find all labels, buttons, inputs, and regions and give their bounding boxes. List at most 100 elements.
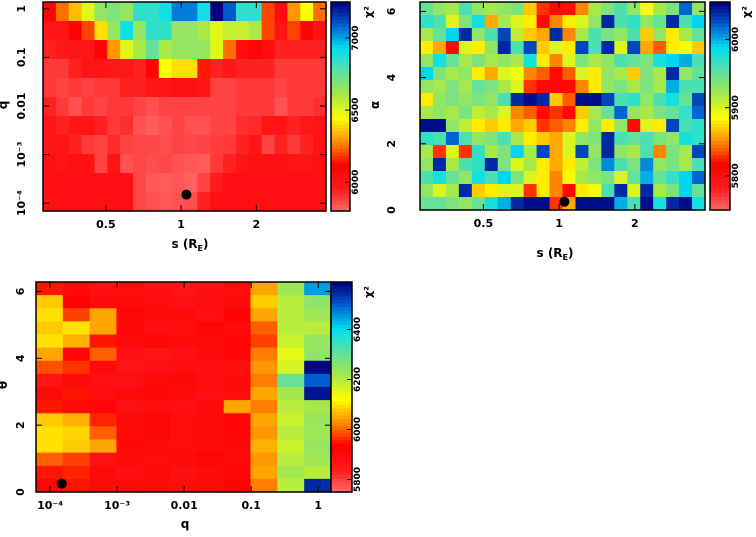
heatmap-cell bbox=[277, 439, 305, 454]
heatmap-cell bbox=[432, 80, 447, 94]
heatmap-cell bbox=[223, 387, 252, 401]
colorbar-segment bbox=[331, 22, 350, 27]
heatmap-cell bbox=[250, 465, 278, 480]
heatmap-cell bbox=[523, 54, 538, 68]
heatmap-cell bbox=[562, 41, 577, 55]
heatmap-cell bbox=[549, 93, 564, 107]
heatmap-cell bbox=[575, 93, 590, 107]
x-axis-label: s (RE) bbox=[172, 237, 209, 253]
heatmap-cell bbox=[248, 116, 263, 136]
heatmap-cell bbox=[171, 154, 186, 174]
heatmap-cell bbox=[223, 97, 237, 117]
heatmap-cell bbox=[313, 21, 327, 41]
heatmap-cell bbox=[549, 41, 564, 55]
heatmap-cell bbox=[210, 116, 224, 136]
heatmap-cell bbox=[510, 80, 525, 94]
heatmap-cell bbox=[145, 154, 160, 174]
heatmap-cell bbox=[679, 93, 693, 107]
heatmap-cell bbox=[210, 135, 224, 155]
heatmap-cell bbox=[143, 373, 171, 388]
colorbar-segment bbox=[710, 137, 730, 142]
heatmap-cell bbox=[248, 78, 263, 98]
heatmap-cell bbox=[171, 192, 186, 212]
heatmap-cell bbox=[445, 119, 460, 133]
colorbar-segment bbox=[710, 85, 730, 90]
colorbar-segment bbox=[710, 95, 730, 100]
colorbar-label: χ² bbox=[362, 286, 375, 298]
heatmap-cell bbox=[666, 15, 680, 29]
heatmap-cell bbox=[210, 21, 224, 41]
heatmap-cell bbox=[653, 145, 667, 159]
heatmap-cell bbox=[170, 295, 198, 309]
heatmap-cell bbox=[627, 132, 641, 146]
colorbar-segment bbox=[331, 89, 350, 94]
heatmap-cell bbox=[158, 40, 173, 60]
heatmap-cell bbox=[184, 78, 198, 98]
heatmap-cell bbox=[549, 184, 564, 198]
colorbar-segment bbox=[710, 182, 730, 187]
heatmap-cell bbox=[666, 158, 680, 172]
heatmap-cell bbox=[420, 15, 434, 29]
colorbar-segment bbox=[710, 199, 730, 204]
heatmap-cell bbox=[120, 97, 134, 117]
heatmap-cell bbox=[210, 2, 224, 22]
heatmap-cell bbox=[145, 59, 160, 79]
heatmap-cell bbox=[248, 135, 263, 155]
heatmap-cell bbox=[81, 2, 96, 22]
colorbar-segment bbox=[710, 178, 730, 183]
heatmap-cell bbox=[471, 132, 486, 146]
heatmap-cell bbox=[116, 413, 144, 427]
heatmap-cell bbox=[614, 197, 628, 211]
heatmap-cell bbox=[274, 2, 289, 22]
heatmap-cell bbox=[640, 171, 654, 185]
heatmap-cell bbox=[536, 28, 551, 42]
heatmap-cell bbox=[223, 400, 252, 414]
heatmap-cell bbox=[432, 119, 447, 133]
heatmap-cell bbox=[692, 145, 706, 159]
heatmap-cell bbox=[223, 116, 237, 136]
colorbar-segment bbox=[710, 192, 730, 197]
heatmap-cell bbox=[562, 106, 577, 120]
colorbar-segment bbox=[331, 355, 352, 360]
colorbar-segment bbox=[710, 5, 730, 10]
heatmap-cell bbox=[614, 119, 628, 133]
heatmap-cell bbox=[89, 413, 118, 427]
heatmap-cell bbox=[562, 28, 577, 42]
heatmap-cell bbox=[432, 158, 447, 172]
heatmap-cell bbox=[692, 67, 706, 81]
heatmap-cell bbox=[62, 360, 91, 375]
heatmap-cell bbox=[640, 119, 654, 133]
colorbar-segment bbox=[331, 285, 352, 290]
heatmap-cell bbox=[458, 197, 473, 211]
heatmap-cell bbox=[250, 282, 278, 296]
heatmap-cell bbox=[133, 78, 147, 98]
heatmap-cell bbox=[432, 28, 447, 42]
heatmap-cell bbox=[679, 132, 693, 146]
heatmap-cell bbox=[287, 154, 301, 174]
x-axis-label-close: ) bbox=[203, 237, 208, 251]
heatmap-cell bbox=[250, 439, 278, 454]
heatmap-cell bbox=[223, 413, 252, 427]
colorbar-segment bbox=[331, 478, 352, 483]
heatmap-cell bbox=[170, 478, 198, 493]
heatmap-cell bbox=[261, 40, 276, 60]
colorbar-segment bbox=[331, 78, 350, 83]
heatmap-cell bbox=[116, 400, 144, 414]
heatmap-cell bbox=[145, 2, 160, 22]
colorbar-frame bbox=[330, 281, 353, 493]
colorbar-segment bbox=[710, 189, 730, 194]
heatmap-cell bbox=[640, 132, 654, 146]
heatmap-cell bbox=[588, 93, 602, 107]
colorbar-segment bbox=[710, 99, 730, 104]
heatmap-cell bbox=[614, 158, 628, 172]
heatmap-cell bbox=[510, 197, 525, 211]
heatmap-cell bbox=[120, 116, 134, 136]
heatmap-cell bbox=[133, 116, 147, 136]
heatmap-cell bbox=[627, 171, 641, 185]
heatmap-cell bbox=[116, 465, 144, 480]
colorbar-segment bbox=[331, 2, 350, 7]
heatmap-cell bbox=[89, 282, 118, 296]
heatmap-cell bbox=[614, 184, 628, 198]
heatmap-cell bbox=[300, 97, 314, 117]
heatmap-cell bbox=[223, 465, 252, 480]
